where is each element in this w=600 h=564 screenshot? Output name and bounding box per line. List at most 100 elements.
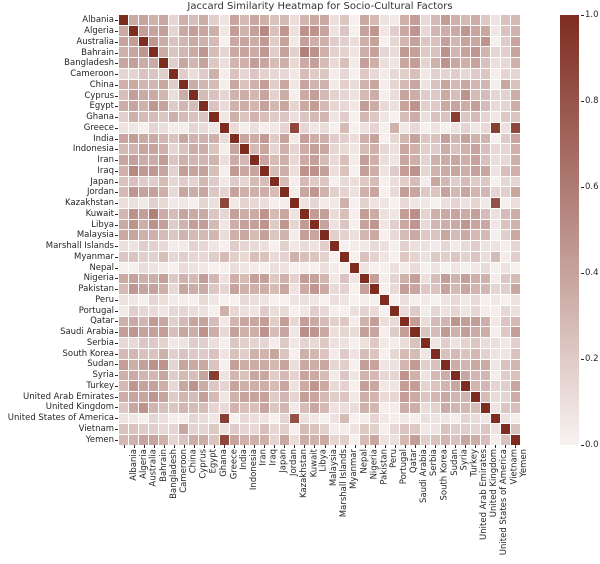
heatmap-cell [320,327,330,338]
heatmap-cell [370,230,380,241]
heatmap-cell [420,241,430,252]
heatmap-cell [370,305,380,316]
heatmap-cell [440,359,450,370]
x-tick-label: United Arab Emirates [479,449,490,540]
heatmap-cell [420,424,430,435]
heatmap-cell [350,252,360,262]
heatmap-cell [219,155,229,165]
heatmap-cell [360,402,370,413]
heatmap-cell [500,187,510,198]
heatmap-cell [209,219,219,230]
heatmap-cell [410,79,420,90]
heatmap-cell [179,252,189,262]
heatmap-cell [410,295,420,305]
heatmap-cell [139,58,149,68]
heatmap-cell [309,25,319,36]
heatmap-cell [309,90,319,101]
heatmap-cell [340,327,350,338]
heatmap-cell [139,402,149,413]
heatmap-cell [129,252,139,262]
heatmap-cell [340,187,350,198]
heatmap-cell [440,36,450,47]
heatmap-cell [149,90,159,101]
heatmap-cell [199,47,209,58]
heatmap-cell [219,359,229,370]
heatmap-cell [239,349,249,359]
heatmap-cell [450,58,460,68]
heatmap-cell [430,208,440,219]
heatmap-cell [440,90,450,101]
heatmap-cell [500,122,510,133]
heatmap-cell [309,402,319,413]
heatmap-cell [129,101,139,111]
y-tick-label: Algeria [84,26,114,37]
heatmap-cell [500,424,510,435]
heatmap-cell [199,435,209,445]
heatmap-cell [289,402,299,413]
heatmap-cell [390,359,400,370]
heatmap-cell [279,219,289,230]
heatmap-cell [390,381,400,392]
x-tick-mark [224,445,226,448]
heatmap-cell [279,273,289,284]
heatmap-cell [480,15,490,25]
heatmap-cell [289,68,299,79]
heatmap-cell [450,176,460,187]
x-tick-mark [124,445,125,448]
heatmap-cell [330,392,340,402]
heatmap-cell [330,133,340,144]
heatmap-cell [400,111,410,122]
heatmap-cell [119,273,129,284]
heatmap-cell [420,79,430,90]
heatmap-cell [490,413,500,424]
x-tick-mark [414,445,416,448]
heatmap-cell [500,370,510,381]
heatmap-cell [159,47,169,58]
heatmap-cell [159,155,169,165]
heatmap-cell [400,187,410,198]
heatmap-cell [209,111,219,122]
y-tick-mark [115,63,118,65]
heatmap-cell [259,176,269,187]
heatmap-cell [490,338,500,349]
heatmap-cell [410,187,420,198]
heatmap-cell [229,47,239,58]
heatmap-cell [470,413,480,424]
heatmap-cell [179,68,189,79]
heatmap-cell [189,79,199,90]
heatmap-cell [330,155,340,165]
heatmap-cell [320,435,330,445]
heatmap-cell [259,273,269,284]
heatmap-plot-area [119,15,520,445]
heatmap-cell [490,58,500,68]
heatmap-cell [219,47,229,58]
heatmap-cell [299,230,309,241]
heatmap-cell [129,176,139,187]
heatmap-cell [450,208,460,219]
heatmap-cell [360,295,370,305]
heatmap-cell [390,327,400,338]
y-tick-mark [115,84,118,86]
heatmap-cell [149,219,159,230]
heatmap-cell [400,338,410,349]
heatmap-cell [360,155,370,165]
heatmap-cell [500,435,510,445]
heatmap-cell [259,111,269,122]
heatmap-cell [129,424,139,435]
heatmap-cell [219,381,229,392]
heatmap-cell [199,165,209,176]
heatmap-cell [360,327,370,338]
colorbar-tick-label: 0.0 [585,440,599,450]
heatmap-cell [229,413,239,424]
heatmap-cell [189,68,199,79]
heatmap-cell [340,316,350,327]
heatmap-cell [289,241,299,252]
heatmap-cell [500,219,510,230]
heatmap-cell [440,144,450,155]
heatmap-cell [189,101,199,111]
heatmap-cell [119,58,129,68]
y-tick-mark [115,439,118,441]
heatmap-cell [249,370,259,381]
heatmap-cell [129,370,139,381]
y-tick-label: Jordan [86,187,114,198]
